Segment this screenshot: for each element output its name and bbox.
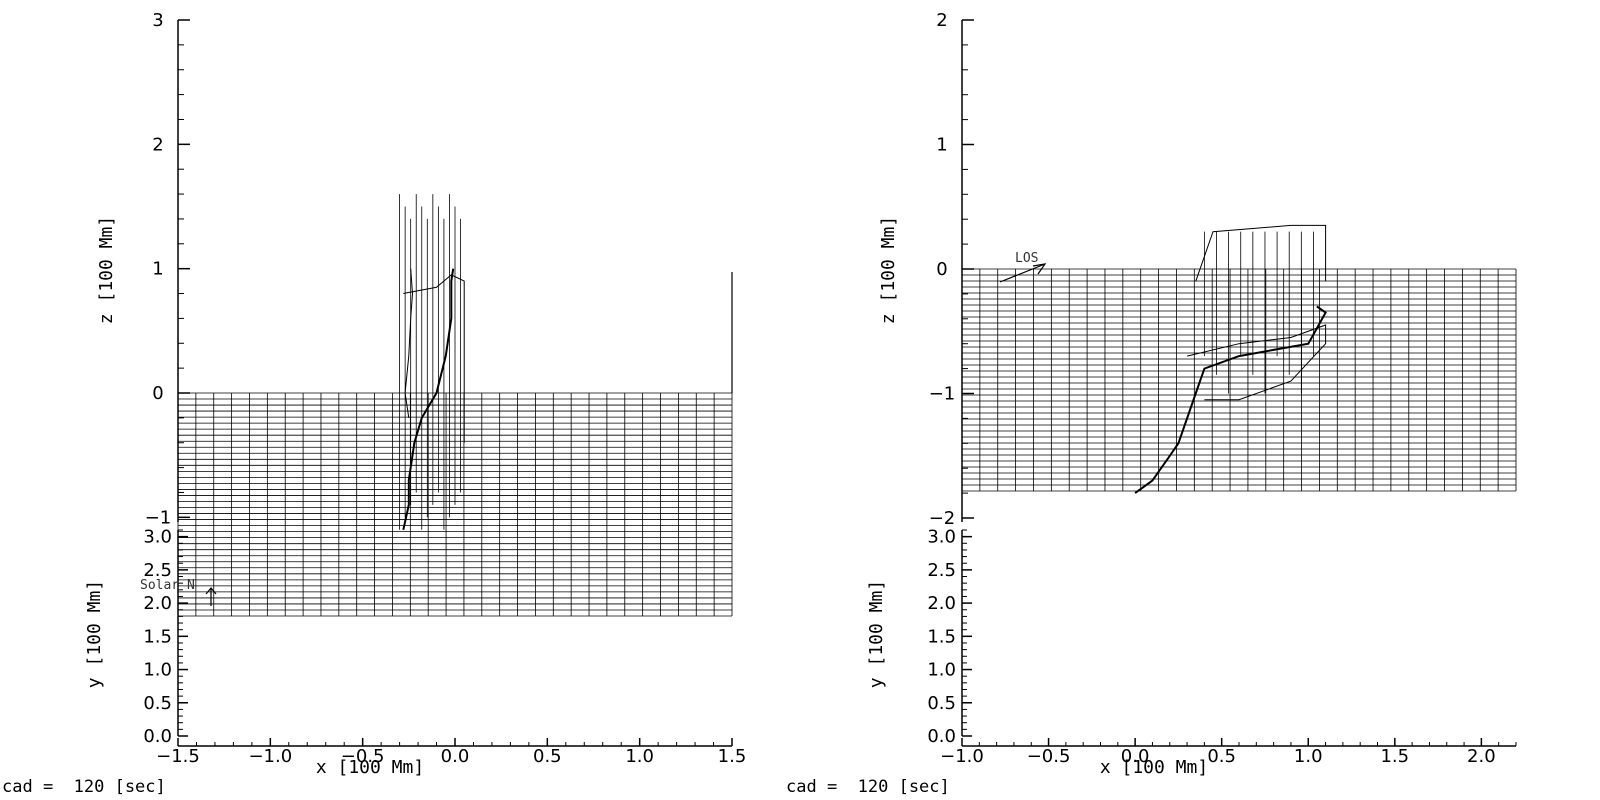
- x-tick-label: 0.5: [533, 746, 562, 767]
- x-tick-label: 0.0: [441, 746, 470, 767]
- z-axis-title: z [100 Mm]: [878, 216, 899, 324]
- z-tick-label: 0: [936, 259, 947, 280]
- y-tick-label: 0.5: [927, 693, 956, 714]
- field-line: [1195, 224, 1327, 282]
- y-tick-label: 0.0: [927, 726, 956, 747]
- y-tick-label: 1.0: [143, 660, 172, 681]
- y-tick-label: 0.0: [143, 726, 172, 747]
- structure-hatching: [399, 194, 461, 530]
- y-tick-label: 2.0: [927, 593, 956, 614]
- field-line: [402, 268, 455, 531]
- y-tick-label: 1.0: [927, 660, 956, 681]
- y-tick-label: 3.0: [143, 527, 172, 548]
- solar-north-label: Solar N: [140, 578, 195, 593]
- x-tick-label: −0.5: [1027, 746, 1071, 767]
- field-line: [1134, 305, 1327, 494]
- cadence-label-left: cad = 120 [sec]: [2, 777, 166, 797]
- x-tick-label: 1.0: [1294, 746, 1323, 767]
- y-axis-title: y [100 Mm]: [84, 580, 105, 688]
- x-tick-label: −0.5: [341, 746, 385, 767]
- z-tick-label: 3: [152, 10, 163, 31]
- cadence-label-right: cad = 120 [sec]: [786, 777, 950, 797]
- y-tick-label: 0.5: [143, 693, 172, 714]
- y-tick-label: 3.0: [927, 527, 956, 548]
- arrow-head: [205, 587, 217, 595]
- x-axis-title: x [100 Mm]: [316, 757, 424, 778]
- field-line: [1186, 324, 1327, 401]
- z-tick-label: 2: [936, 10, 947, 31]
- y-axis-title: y [100 Mm]: [866, 580, 887, 688]
- z-axis-title: z [100 Mm]: [96, 216, 117, 324]
- z-tick-label: −2: [929, 508, 956, 529]
- x-tick-label: 1.0: [625, 746, 654, 767]
- arrow-head: [1032, 263, 1047, 275]
- z-tick-label: 1: [936, 135, 947, 156]
- left-panel: 3 2 1 0 −1 z [100 Mm] 0.0 0.5 1.0 1.5 2.0 2.5 3.0 y […: [84, 10, 746, 778]
- los-arrow: [999, 263, 1046, 283]
- x-tick-label: 2.0: [1467, 746, 1496, 767]
- x-tick-label: 1.5: [718, 746, 747, 767]
- surface-grid: [961, 268, 1517, 492]
- x-tick-label: 1.5: [1380, 746, 1409, 767]
- y-tick-label: 2.5: [143, 560, 172, 581]
- x-tick-label: 0.0: [1121, 746, 1150, 767]
- z-tick-label: 2: [152, 134, 163, 155]
- x-tick-label: −1.0: [248, 746, 292, 767]
- z-tick-label: 0: [152, 383, 163, 404]
- z-tick-label: −1: [145, 507, 172, 528]
- field-line: [403, 274, 465, 443]
- x-tick-label: 0.5: [1207, 746, 1236, 767]
- right-panel: 2 1 0 −1 −2 z [100 Mm] 0.0 0.5 1.0 1.5 2.0 2.5 3.0 y …: [866, 10, 1517, 778]
- y-tick-label: 1.5: [927, 626, 956, 647]
- y-tick-label: 2.0: [143, 593, 172, 614]
- z-tick-label: −1: [929, 384, 956, 405]
- field-line: [404, 268, 414, 418]
- structure-hatching: [1203, 231, 1314, 394]
- los-label: LOS: [1015, 251, 1038, 266]
- x-tick-label: −1.5: [156, 746, 200, 767]
- y-tick-label: 2.5: [927, 560, 956, 581]
- x-axis-title: x [100 Mm]: [1100, 757, 1208, 778]
- y-tick-label: 1.5: [143, 626, 172, 647]
- z-tick-label: 1: [152, 259, 163, 280]
- x-tick-label: −1.0: [940, 746, 984, 767]
